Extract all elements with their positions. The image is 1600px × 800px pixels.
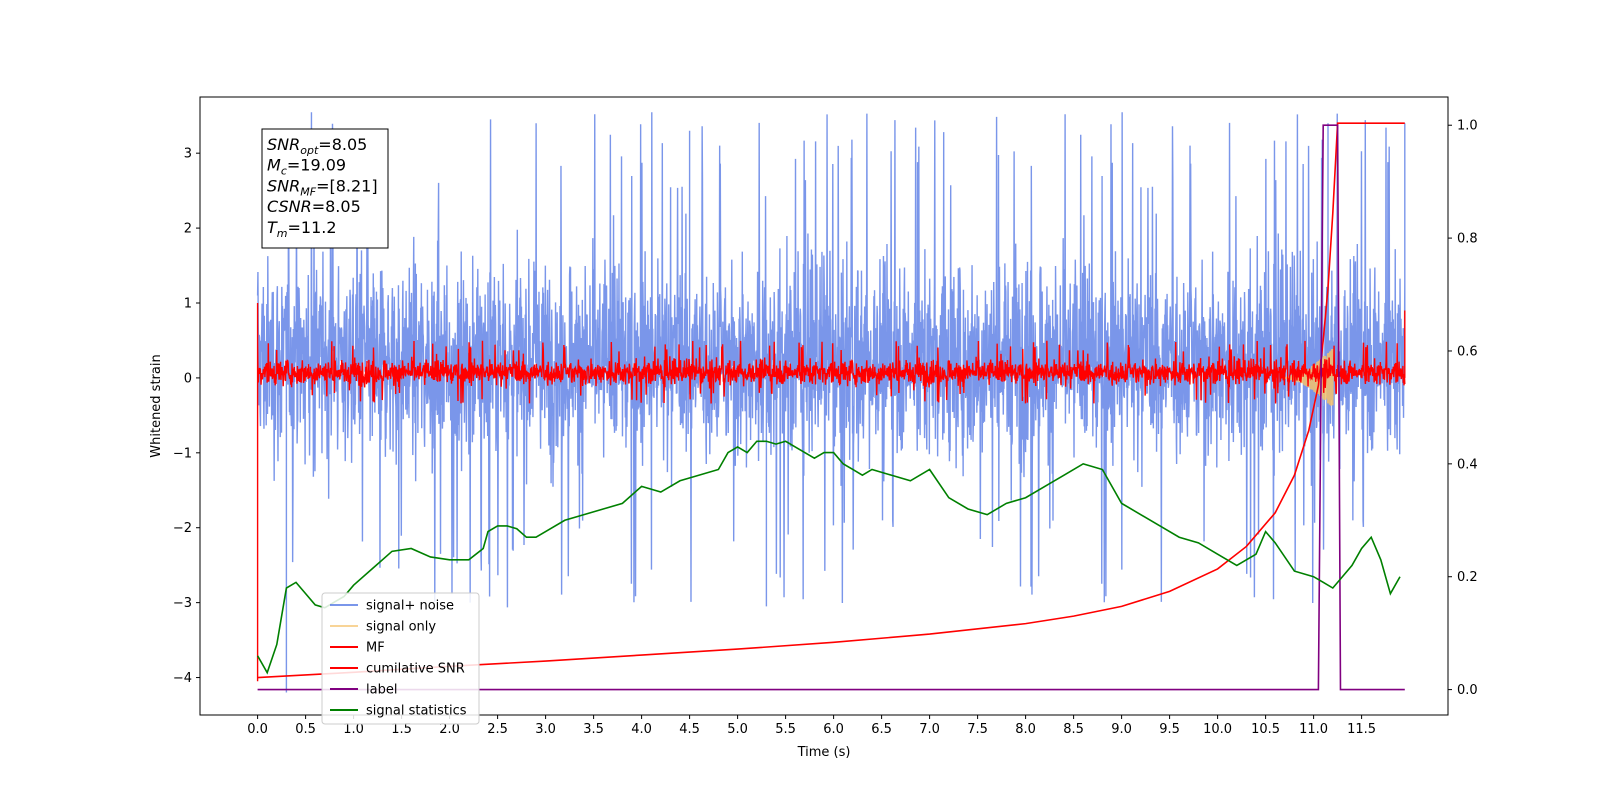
- legend-label: signal statistics: [366, 704, 467, 719]
- x-tick-label: 2.5: [487, 722, 508, 737]
- legend-label: cumilative SNR: [366, 662, 465, 677]
- x-axis-label: Time (s): [797, 745, 851, 760]
- x-tick-label: 5.5: [775, 722, 796, 737]
- axes: 0.0 0.5 1.0 1.5 2.0 2.5 3.0 3.5 4.0 4.5 5.0 5.5 6.0 6…: [173, 96, 1478, 737]
- plot-frame: [199, 96, 1449, 716]
- x-tick-label: 7.5: [967, 722, 988, 737]
- annotation-line: Mc=19.09: [267, 156, 346, 178]
- y-tick-label: 2: [184, 222, 192, 237]
- series-signal-noise: [256, 112, 1406, 693]
- series-signal-statistics: [256, 440, 1401, 675]
- legend-label: label: [366, 683, 397, 698]
- x-tick-label: 2.0: [439, 722, 460, 737]
- x-tick-label: 0.5: [295, 722, 316, 737]
- legend: signal+ noise signal only MF cumilative SNR…: [321, 592, 480, 725]
- x-tick-label: 10.5: [1251, 722, 1280, 737]
- annotation-line: SNRopt=8.05: [267, 135, 367, 157]
- x-tick-label: 8.5: [1063, 722, 1084, 737]
- y-axis-label: Whitened strain: [149, 354, 164, 457]
- series-cumilative-snr: [257, 122, 1405, 679]
- legend-label: signal+ noise: [366, 599, 454, 614]
- y2-tick-label: 0.4: [1457, 457, 1478, 472]
- annotation-frame: [261, 128, 389, 249]
- x-tick-label: 6.5: [871, 722, 892, 737]
- x-tick-label: 10.0: [1203, 722, 1232, 737]
- x-tick-label: 4.5: [679, 722, 700, 737]
- x-tick-label: 1.0: [343, 722, 364, 737]
- legend-label: MF: [366, 641, 385, 656]
- legend-frame: [321, 592, 480, 725]
- series-mf: [256, 303, 1406, 682]
- y-tick-label: −2: [173, 521, 192, 536]
- x-tick-label: 11.0: [1299, 722, 1328, 737]
- x-tick-label: 9.0: [1111, 722, 1132, 737]
- y-tick-label: 0: [184, 371, 192, 386]
- x-tick-label: 5.0: [727, 722, 748, 737]
- series-label: [257, 124, 1405, 691]
- y-tick-label: −1: [173, 446, 192, 461]
- x-tick-label: 3.5: [583, 722, 604, 737]
- annotation-line: Tm=11.2: [267, 218, 337, 240]
- y2-tick-label: 0.2: [1457, 570, 1478, 585]
- annotation-line: SNRMF=[8.21]: [267, 176, 378, 198]
- x-tick-label: 9.5: [1159, 722, 1180, 737]
- legend-label: signal only: [366, 620, 436, 635]
- annotation-box: SNRopt=8.05Mc=19.09SNRMF=[8.21]CSNR=8.05…: [261, 128, 389, 249]
- x-tick-label: 4.0: [631, 722, 652, 737]
- x-tick-label: 6.0: [823, 722, 844, 737]
- x-tick-label: 0.0: [247, 722, 268, 737]
- y2-tick-label: 0.8: [1457, 232, 1478, 247]
- x-tick-label: 8.0: [1015, 722, 1036, 737]
- y-tick-label: −4: [173, 671, 192, 686]
- y-tick-label: 3: [184, 147, 192, 162]
- y-tick-label: −3: [173, 596, 192, 611]
- x-tick-label: 3.0: [535, 722, 556, 737]
- y-tick-label: 1: [184, 297, 192, 312]
- y2-tick-label: 1.0: [1457, 119, 1478, 134]
- y2-tick-label: 0.6: [1457, 344, 1478, 359]
- x-tick-label: 1.5: [391, 722, 412, 737]
- x-tick-label: 11.5: [1347, 722, 1376, 737]
- annotation-line: CSNR=8.05: [267, 197, 361, 216]
- y2-tick-label: 0.0: [1457, 683, 1478, 698]
- x-tick-label: 7.0: [919, 722, 940, 737]
- plot-area: [256, 112, 1406, 693]
